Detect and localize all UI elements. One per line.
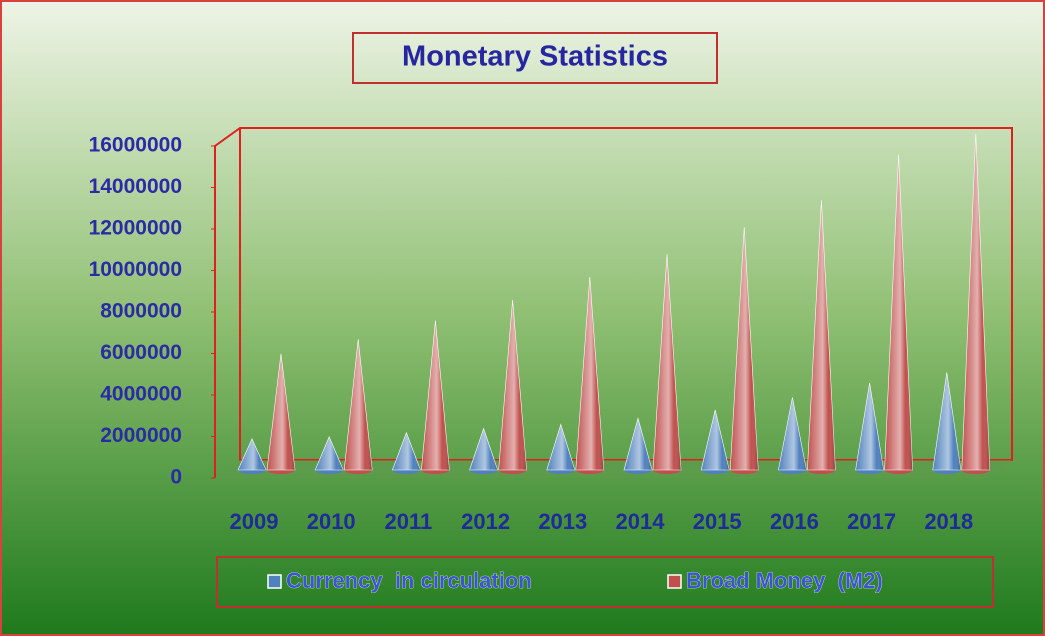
- cone-shine: [778, 397, 807, 470]
- cone-shine: [315, 436, 344, 470]
- y-tick-label: 4000000: [100, 383, 182, 406]
- cone-shine: [884, 154, 913, 470]
- legend-swatch: [667, 574, 682, 589]
- cone-shine: [932, 372, 961, 470]
- cone-shine: [807, 200, 836, 470]
- x-tick-label: 2017: [847, 509, 896, 534]
- cone-shine: [624, 418, 652, 470]
- y-tick-label: 2000000: [100, 424, 182, 447]
- x-tick-label: 2013: [538, 509, 587, 534]
- cone-shine: [653, 254, 681, 470]
- y-tick-label: 0: [170, 466, 182, 489]
- chart-title: Monetary Statistics: [402, 41, 668, 73]
- y-tick-label: 12000000: [89, 217, 182, 240]
- cone-shine: [701, 409, 730, 470]
- cone-shine: [546, 424, 575, 470]
- cone-shine: [575, 277, 604, 470]
- y-tick-label: 14000000: [89, 175, 182, 198]
- cone-shine: [498, 299, 527, 470]
- cone-shine: [421, 320, 450, 470]
- legend-box: [216, 556, 994, 608]
- cone-shine: [730, 227, 759, 470]
- x-tick-label: 2015: [693, 509, 742, 534]
- x-tick-label: 2016: [770, 509, 819, 534]
- y-tick-label: 16000000: [89, 134, 182, 157]
- x-tick-label: 2012: [461, 509, 510, 534]
- cone-shine: [267, 353, 295, 470]
- x-tick-label: 2014: [616, 509, 666, 534]
- cone-shine: [238, 438, 266, 470]
- legend-label: Broad Money (M2): [686, 568, 883, 593]
- cone-shine: [961, 133, 990, 470]
- title-box: [352, 32, 718, 84]
- cone-shine: [469, 428, 498, 470]
- x-tick-label: 2009: [230, 509, 279, 534]
- x-tick-label: 2011: [385, 509, 433, 534]
- y-tick-label: 6000000: [100, 341, 182, 364]
- y-tick-label: 8000000: [100, 300, 182, 323]
- cone-shine: [392, 432, 421, 470]
- x-tick-label: 2010: [307, 509, 356, 534]
- cone-shine: [855, 382, 884, 470]
- cone-shine: [344, 339, 373, 470]
- legend-label: Currency in circulation: [286, 568, 532, 593]
- y-tick-label: 10000000: [89, 258, 182, 281]
- legend-swatch: [267, 574, 282, 589]
- x-tick-label: 2018: [924, 509, 973, 534]
